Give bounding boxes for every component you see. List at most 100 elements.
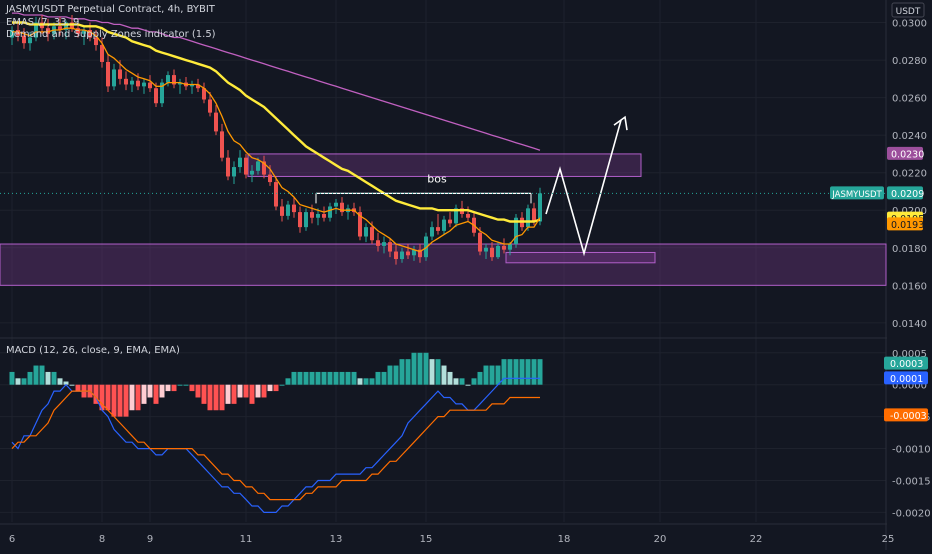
macd-histogram-bar [291,371,297,385]
candle-body [370,227,374,241]
candle-body [454,208,458,224]
time-tick-label: 25 [882,534,895,545]
candle-body [226,157,230,177]
candle-body [244,157,248,175]
candle-body [322,213,326,218]
macd-histogram-bar [471,378,477,385]
projection-path [545,119,622,257]
candle-body [376,240,380,246]
macd-histogram-bar [399,359,405,385]
candle-body [16,30,20,36]
macd-histogram-bar [435,359,441,385]
candle-body [508,244,512,250]
macd-tick-label: 0.0000 [892,381,927,392]
candle-body [418,249,422,258]
macd-histogram-bar [297,371,303,385]
candle-body [478,232,482,252]
price-axis-panel [887,0,932,550]
currency-label-box[interactable] [891,2,925,18]
candle-body [82,30,86,34]
macd-histogram-bar [189,384,195,392]
candle-body [148,82,152,89]
candle-body [412,249,416,256]
macd-histogram-bar [159,384,165,398]
macd-histogram-bar [177,384,183,386]
currency-label[interactable]: USDT [896,7,921,17]
macd-histogram-bar [453,378,459,385]
macd-histogram-bar [213,384,219,411]
candle-body [304,212,308,228]
macd-tick-label: 0.0005 [892,349,927,360]
macd-histogram-bar [135,384,141,411]
candle-body [178,82,182,85]
macd-tick-label: -0.0020 [892,508,931,519]
candle-body [202,88,206,100]
zone-demand-small [505,251,656,264]
price-tick-label: 0.0280 [892,56,927,67]
time-tick-label: 22 [750,534,763,545]
ema-legend: EMAS (7, 33, 9 [6,17,80,28]
candle-body [358,212,362,237]
candle-body [232,167,236,177]
macd-tick-label: -0.0010 [892,445,931,456]
macd-histogram-bar [345,371,351,385]
macd-histogram-bar [171,384,177,392]
macd-badge [884,371,928,385]
macd-histogram-bar [309,371,315,385]
ema-slow-line [12,12,541,151]
macd-histogram-bar [363,378,369,385]
macd-histogram-bar [381,371,387,385]
candle-body [46,28,50,34]
macd-histogram-bar [267,384,273,392]
macd-histogram-bar [153,384,159,404]
macd-histogram-bar [15,378,21,385]
candle-body [442,219,446,231]
price-badge-label: 0.0230 [891,149,924,160]
macd-badge [884,356,928,370]
macd-histogram-bar [519,359,525,385]
macd-histogram-bar [147,384,153,398]
macd-histogram-bar [351,371,357,385]
candle-body [484,247,488,252]
candle-body [100,45,104,62]
macd-histogram-bar [57,378,63,385]
macd-histogram-bar [303,371,309,385]
macd-histogram-bar [525,359,531,385]
price-tick-label: 0.0260 [892,94,927,105]
macd-histogram-bar [441,365,447,385]
macd-histogram-bar [105,384,111,411]
macd-histogram-bar [447,371,453,385]
candle-body [496,245,500,258]
macd-histogram-bar [255,384,261,398]
macd-histogram-bar [483,365,489,385]
candle-body [166,75,170,83]
bos-label: bos [427,172,447,185]
candle-body [124,78,128,85]
price-tick-label: 0.0160 [892,281,927,292]
candle-body [190,84,194,87]
macd-histogram-bar [63,381,69,385]
candle-body [490,247,494,258]
macd-histogram-bar [225,384,231,404]
candle-body [142,82,146,87]
price-tick-label: 0.0140 [892,319,927,330]
macd-histogram-bar [315,371,321,385]
candle-body [526,208,530,228]
time-tick-label: 9 [147,534,153,545]
candle-body [538,193,542,222]
candle-body [466,213,470,218]
macd-histogram-bar [39,365,45,385]
candle-body [280,206,284,216]
candle-body [154,88,158,104]
candle-body [514,217,518,245]
candle-body [220,131,224,158]
ema-33-line [12,21,541,223]
projection-arrowhead [613,115,628,131]
candle-body [112,69,116,87]
macd-histogram-bar [327,371,333,385]
candle-body [424,236,428,258]
zones-legend: Demand and Supply Zones indicator (1.5) [6,29,216,40]
candle-body [400,251,404,260]
